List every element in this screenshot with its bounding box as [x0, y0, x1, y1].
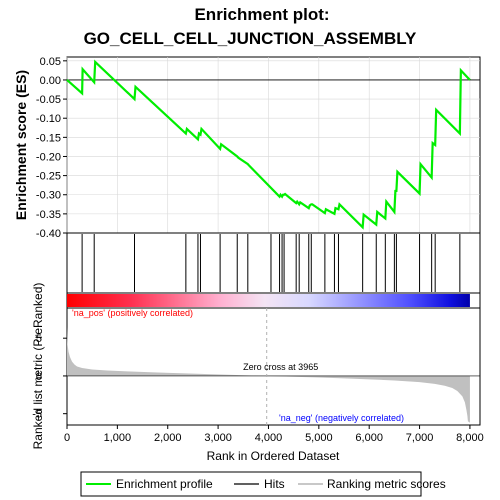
x-tick-label: 1,000 — [104, 432, 132, 444]
x-axis-label: Rank in Ordered Dataset — [207, 449, 340, 463]
metric-y-ticks: -5 0 5 — [32, 333, 67, 421]
es-tick-label: -0.20 — [36, 151, 61, 163]
es-tick-label: -0.35 — [36, 209, 61, 221]
x-tick-label: 7,000 — [406, 432, 434, 444]
enrichment-profile-line — [66, 59, 471, 230]
es-tick-label: 0.05 — [40, 56, 61, 68]
x-tick-label: 0 — [64, 432, 70, 444]
legend-hits-label: Hits — [264, 477, 285, 491]
x-tick-label: 8,000 — [456, 432, 484, 444]
legend-metric-label: Ranking metric scores — [327, 477, 446, 491]
zero-cross-label: Zero cross at 3965 — [243, 362, 318, 372]
legend-profile-label: Enrichment profile — [116, 477, 213, 491]
hits-panel — [66, 232, 481, 294]
metric-tick-label: 0 — [36, 371, 42, 383]
pos-correlated-label: 'na_pos' (positively correlated) — [72, 308, 193, 318]
title-line-2: GO_CELL_CELL_JUNCTION_ASSEMBLY — [84, 29, 417, 48]
es-tick-label: -0.30 — [36, 190, 61, 202]
x-tick-label: 3,000 — [204, 432, 232, 444]
neg-correlated-label: 'na_neg' (negatively correlated) — [279, 413, 404, 423]
rank-colorbar — [67, 294, 470, 307]
es-y-ticks: -0.40 -0.35 -0.30 -0.25 -0.20 -0.15 -0.10 -0.05… — [36, 56, 67, 240]
es-panel — [66, 56, 481, 234]
ranking-metric-area — [67, 326, 470, 423]
es-tick-label: -0.40 — [36, 228, 61, 240]
metric-tick-label: 5 — [36, 333, 42, 345]
es-tick-label: 0.00 — [40, 75, 61, 87]
metric-y-axis-label: Ranked list metric (PreRanked) — [31, 283, 45, 450]
es-tick-label: -0.15 — [36, 132, 61, 144]
x-tick-label: 5,000 — [305, 432, 333, 444]
x-tick-label: 4,000 — [255, 432, 283, 444]
metric-panel — [66, 307, 481, 426]
es-gridlines — [66, 57, 480, 234]
x-axis-ticks: 0 1,000 2,000 3,000 4,000 5,000 6,000 7,000 8,00… — [64, 425, 484, 444]
hit-markers — [81, 234, 461, 292]
es-tick-label: -0.05 — [36, 94, 61, 106]
es-tick-label: -0.10 — [36, 113, 61, 125]
title-line-1: Enrichment plot: — [194, 5, 329, 24]
x-tick-label: 6,000 — [355, 432, 383, 444]
metric-tick-label: -5 — [32, 409, 42, 421]
es-tick-label: -0.25 — [36, 171, 61, 183]
x-tick-label: 2,000 — [154, 432, 182, 444]
es-y-axis-label: Enrichment score (ES) — [13, 70, 29, 220]
